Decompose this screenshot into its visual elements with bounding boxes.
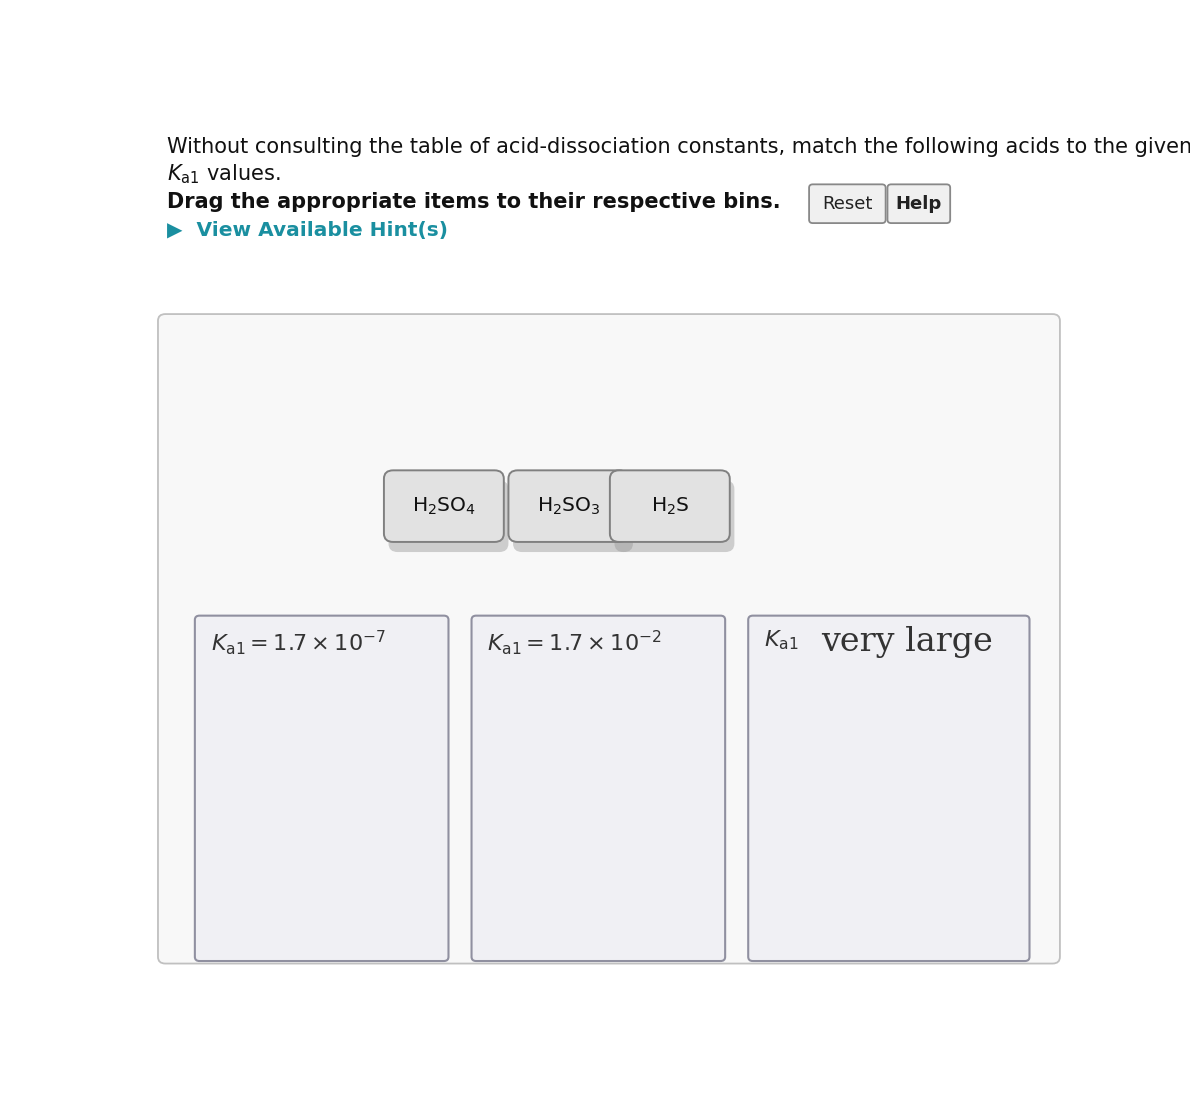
- Text: $K_{\mathrm{a1}}$: $K_{\mathrm{a1}}$: [764, 628, 798, 652]
- FancyBboxPatch shape: [888, 185, 950, 223]
- Text: $\mathrm{H_2SO_3}$: $\mathrm{H_2SO_3}$: [537, 496, 600, 516]
- FancyBboxPatch shape: [508, 470, 628, 542]
- FancyBboxPatch shape: [749, 616, 1029, 961]
- FancyBboxPatch shape: [471, 616, 725, 961]
- Text: $K_{\mathrm{a1}} = 1.7 \times 10^{-7}$: $K_{\mathrm{a1}} = 1.7 \times 10^{-7}$: [211, 628, 386, 657]
- FancyBboxPatch shape: [809, 185, 885, 223]
- FancyBboxPatch shape: [609, 470, 729, 542]
- FancyBboxPatch shape: [388, 480, 508, 552]
- Text: $\mathrm{H_2SO_4}$: $\mathrm{H_2SO_4}$: [412, 496, 476, 516]
- Text: $K_{\mathrm{a1}}$ values.: $K_{\mathrm{a1}}$ values.: [167, 162, 281, 186]
- FancyBboxPatch shape: [158, 314, 1060, 964]
- Text: very large: very large: [821, 626, 992, 657]
- Text: Help: Help: [896, 195, 942, 212]
- FancyBboxPatch shape: [195, 616, 449, 961]
- Text: $K_{\mathrm{a1}} = 1.7 \times 10^{-2}$: $K_{\mathrm{a1}} = 1.7 \times 10^{-2}$: [487, 628, 662, 657]
- Text: Without consulting the table of acid-dissociation constants, match the following: Without consulting the table of acid-dis…: [167, 137, 1190, 158]
- FancyBboxPatch shape: [384, 470, 503, 542]
- FancyBboxPatch shape: [513, 480, 633, 552]
- FancyBboxPatch shape: [614, 480, 734, 552]
- Text: ▶  View Available Hint(s): ▶ View Available Hint(s): [167, 221, 449, 241]
- Text: Reset: Reset: [822, 195, 872, 212]
- Text: Drag the appropriate items to their respective bins.: Drag the appropriate items to their resp…: [167, 191, 781, 212]
- Text: $\mathrm{H_2S}$: $\mathrm{H_2S}$: [651, 496, 689, 516]
